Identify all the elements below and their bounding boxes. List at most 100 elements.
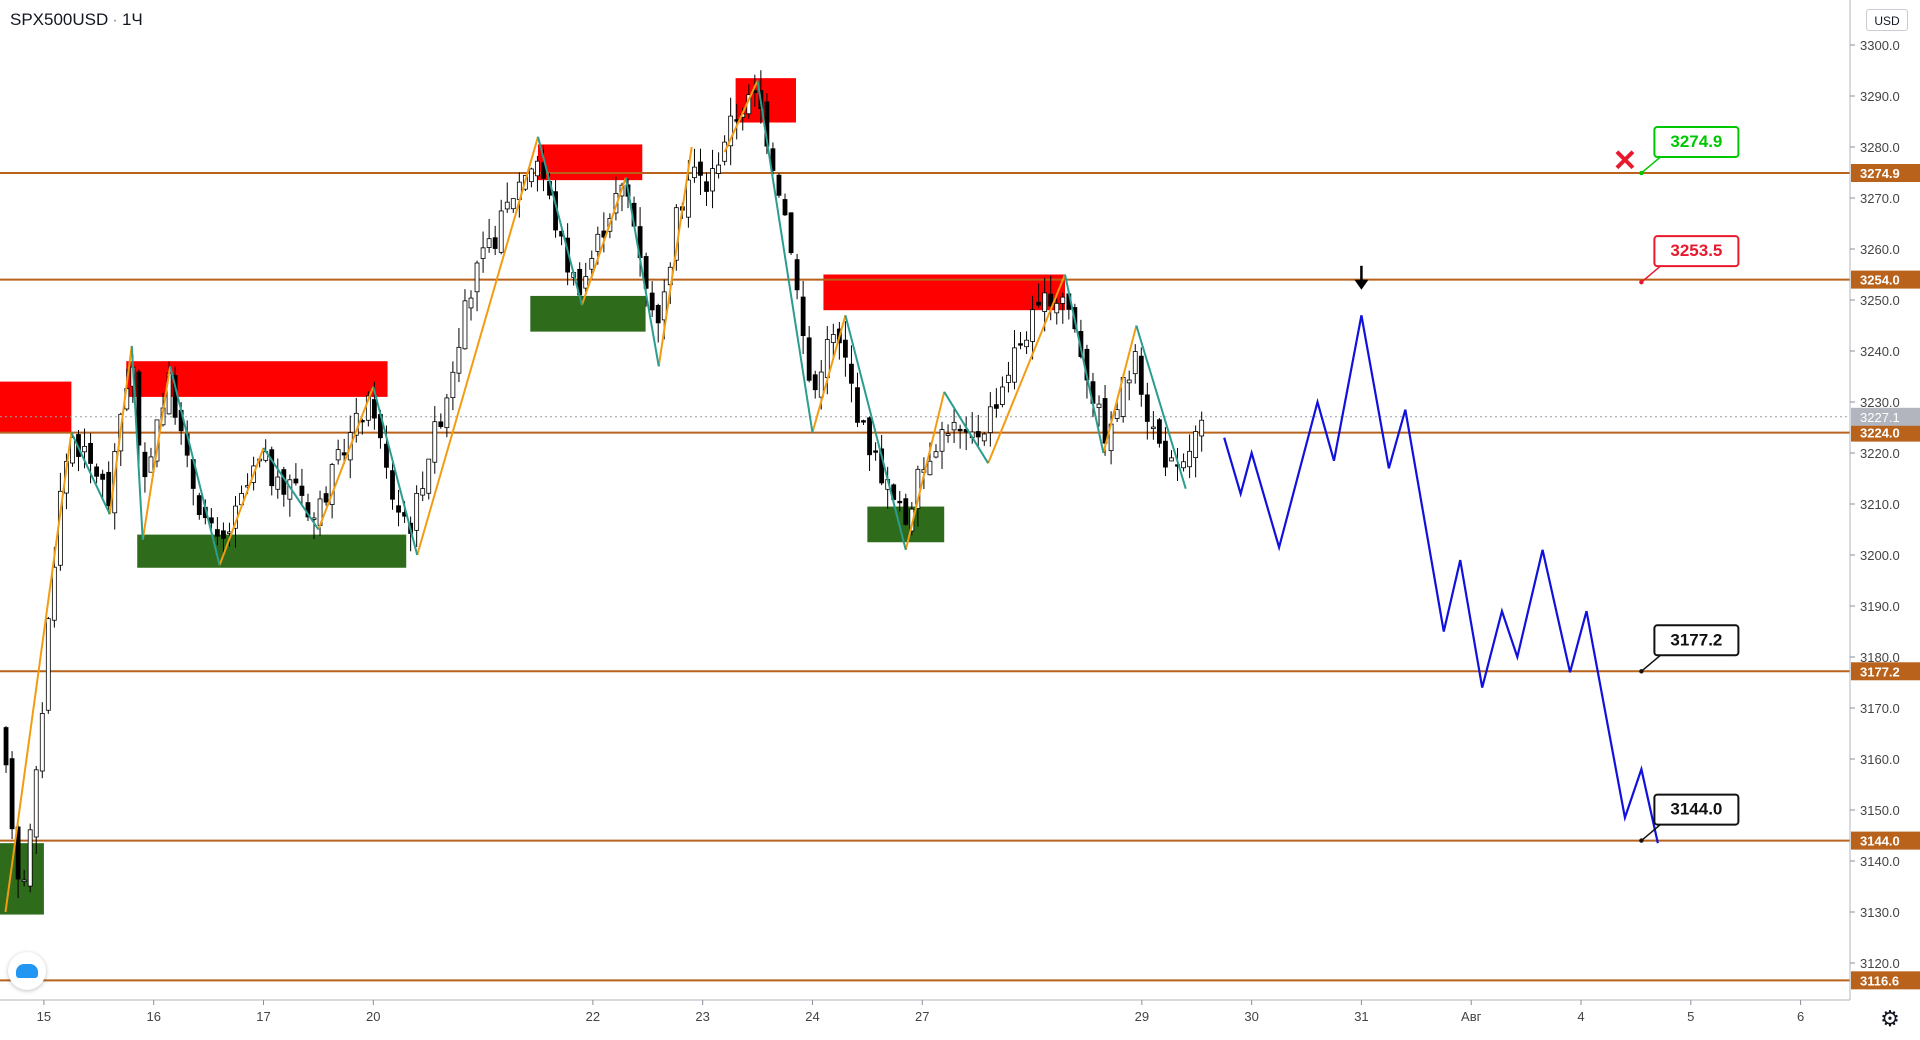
candle-body: [214, 529, 220, 537]
candle-body: [710, 168, 715, 192]
red-x-icon: [1615, 150, 1635, 170]
candle-body: [655, 305, 661, 324]
candle-body: [323, 493, 329, 503]
zigzag-down-segment: [1064, 274, 1105, 454]
zigzag-down-segment: [943, 391, 989, 464]
candle-body: [21, 879, 27, 882]
current-price-badge: [1851, 407, 1920, 426]
candle-body: [196, 495, 202, 515]
level-price-label: 3144.0: [1860, 834, 1900, 849]
candle-body: [1030, 309, 1035, 342]
candle-body: [371, 399, 377, 419]
zigzag-down-segment: [1135, 325, 1187, 489]
price-tick-label: 3240.0: [1860, 344, 1900, 359]
candle-body: [390, 470, 395, 500]
current-price-label: 3227.1: [1860, 410, 1900, 425]
candle-body: [299, 485, 305, 496]
candle-body: [1000, 386, 1005, 405]
down-arrow-icon: [1354, 279, 1369, 290]
candle-body: [468, 297, 474, 309]
candle-body: [1018, 343, 1023, 346]
level-price-badge: [1851, 971, 1920, 990]
level-price-badge: [1851, 662, 1920, 681]
zigzag-down-segment: [756, 80, 814, 433]
date-tick-label: 17: [256, 1009, 270, 1024]
target-callout: [1653, 126, 1740, 159]
candle-body: [70, 437, 75, 464]
candle-body: [794, 259, 800, 291]
candle-body: [82, 446, 87, 453]
candle-body: [589, 258, 595, 270]
candle-body: [148, 456, 154, 473]
date-tick-label: 20: [366, 1009, 380, 1024]
candle-body: [384, 443, 389, 468]
price-tick-label: 3220.0: [1860, 446, 1900, 461]
target-pointer: [1640, 156, 1661, 174]
candle-body: [788, 212, 794, 254]
date-tick-label: 22: [586, 1009, 600, 1024]
currency-badge[interactable]: USD: [1866, 9, 1908, 31]
candle-body: [830, 334, 836, 343]
candle-body: [770, 148, 776, 171]
candle-body: [861, 420, 866, 423]
target-callout: [1653, 235, 1740, 268]
level-price-badge: [1851, 831, 1920, 850]
gear-icon[interactable]: ⚙: [1880, 1006, 1900, 1031]
candle-body: [698, 161, 703, 176]
target-dot: [1639, 838, 1644, 843]
candle-body: [957, 428, 963, 432]
candle-body: [432, 421, 438, 463]
zigzag-up-segment: [1102, 325, 1138, 454]
candle-body: [595, 233, 601, 252]
level-price-label: 3177.2: [1860, 664, 1900, 679]
candle-body: [510, 198, 516, 210]
price-tick-label: 3150.0: [1860, 803, 1900, 818]
candle-body: [474, 262, 480, 293]
candle-body: [849, 363, 854, 384]
zigzag-up-segment: [108, 345, 133, 515]
candle-body: [51, 566, 57, 621]
symbol-title[interactable]: SPX500USD · 1Ч: [10, 10, 143, 30]
price-tick-label: 3230.0: [1860, 395, 1900, 410]
price-tick-label: 3180.0: [1860, 650, 1900, 665]
candle-body: [800, 296, 806, 337]
supply-zone: [537, 144, 643, 181]
target-callout: [1653, 793, 1740, 826]
tradingview-logo[interactable]: [8, 952, 46, 990]
target-callout: [1653, 624, 1740, 657]
candle-body: [88, 442, 93, 464]
time-axis-panel: [0, 1000, 1920, 1040]
zigzag-down-segment: [70, 432, 111, 515]
target-dot: [1639, 669, 1644, 674]
candle-body: [444, 397, 450, 429]
candle-body: [776, 174, 782, 196]
date-tick-label: 31: [1354, 1009, 1368, 1024]
candle-body: [498, 210, 504, 253]
level-price-label: 3254.0: [1860, 273, 1900, 288]
candle-body: [843, 339, 848, 358]
level-price-badge: [1851, 423, 1920, 442]
symbol-name: SPX500USD: [10, 10, 109, 29]
candle-body: [867, 417, 872, 456]
demand-zone: [530, 295, 646, 332]
candle-body: [94, 466, 100, 477]
candle-body: [1054, 302, 1060, 314]
candle-body: [806, 337, 812, 381]
candle-body: [106, 471, 112, 507]
candle-body: [685, 179, 691, 218]
candle-body: [661, 291, 667, 321]
candle-body: [396, 505, 401, 513]
target-label: 3177.2: [1670, 630, 1722, 649]
date-tick-label: 4: [1577, 1009, 1584, 1024]
candle-body: [933, 451, 939, 458]
target-pointer: [1640, 654, 1661, 672]
candle-body: [927, 460, 933, 476]
candle-body: [450, 371, 456, 399]
date-tick-label: 27: [915, 1009, 929, 1024]
candle-body: [818, 371, 824, 398]
zigzag-up-segment: [904, 391, 946, 551]
date-tick-label: 29: [1135, 1009, 1149, 1024]
candle-body: [45, 618, 51, 711]
candle-body: [1157, 419, 1162, 444]
